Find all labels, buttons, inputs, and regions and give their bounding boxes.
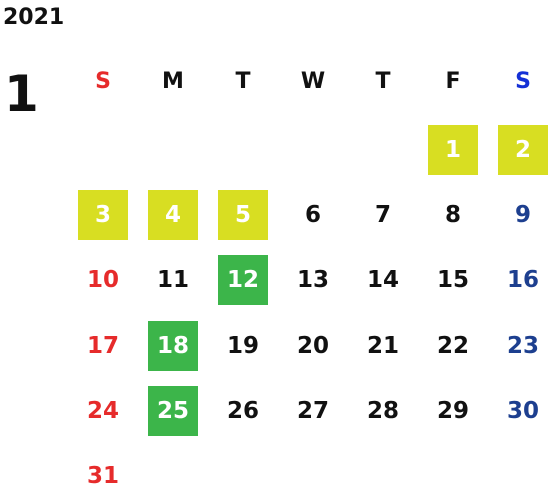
day-number: 17 [86,333,119,359]
day-number: 6 [304,202,321,228]
day-number: 28 [366,398,399,424]
day-cell: 15 [421,253,485,307]
weekday-header: W [300,68,326,94]
weekday-header: F [445,68,461,94]
day-cell: 26 [211,384,275,438]
day-number: 31 [86,463,119,489]
day-number: 5 [218,190,268,240]
month-number: 1 [4,65,39,123]
day-cell: 21 [351,319,415,373]
day-cell: 20 [281,319,345,373]
day-number: 20 [296,333,329,359]
day-number: 18 [148,321,198,371]
day-number: 2 [498,125,548,175]
day-cell: 10 [71,253,135,307]
day-number: 25 [148,386,198,436]
day-number: 30 [506,398,539,424]
day-cell: 25 [141,384,205,438]
day-cell: 8 [421,188,485,242]
day-cell: 29 [421,384,485,438]
day-cell: 31 [71,449,135,503]
day-cell: 24 [71,384,135,438]
day-number: 21 [366,333,399,359]
weekday-header: S [515,68,531,94]
day-number: 15 [436,267,469,293]
day-cell: 1 [421,123,485,177]
day-number: 1 [428,125,478,175]
day-cell: 13 [281,253,345,307]
day-number: 8 [444,202,461,228]
day-number: 14 [366,267,399,293]
day-cell: 3 [71,188,135,242]
day-cell: 4 [141,188,205,242]
day-number: 27 [296,398,329,424]
day-cell: 28 [351,384,415,438]
day-cell: 27 [281,384,345,438]
day-cell: 18 [141,319,205,373]
day-number: 26 [226,398,259,424]
day-number: 3 [78,190,128,240]
day-cell: 7 [351,188,415,242]
day-cell: 6 [281,188,345,242]
weekday-header: T [375,68,391,94]
day-number: 13 [296,267,329,293]
day-cell: 17 [71,319,135,373]
day-number: 11 [156,267,189,293]
calendar-grid: S M T W T F S 1 2 3 4 5 6 7 8 9 10 11 12 13 14 15 16 17 18 19 20 21… [68,0,548,503]
day-number: 29 [436,398,469,424]
day-cell: 11 [141,253,205,307]
day-number: 7 [374,202,391,228]
day-cell: 12 [211,253,275,307]
day-cell: 19 [211,319,275,373]
day-number: 24 [86,398,119,424]
day-number: 16 [506,267,539,293]
day-number: 4 [148,190,198,240]
day-number: 9 [514,202,531,228]
day-cell: 2 [491,123,548,177]
day-number: 22 [436,333,469,359]
day-number: 12 [218,255,268,305]
year-label: 2021 [3,5,65,30]
day-cell: 9 [491,188,548,242]
day-number: 23 [506,333,539,359]
weekday-header: M [162,68,184,94]
day-cell: 14 [351,253,415,307]
weekday-header: S [95,68,111,94]
day-cell: 22 [421,319,485,373]
day-number: 10 [86,267,119,293]
day-cell: 23 [491,319,548,373]
day-cell: 16 [491,253,548,307]
day-number: 19 [226,333,259,359]
day-cell: 5 [211,188,275,242]
weekday-header: T [235,68,251,94]
day-cell: 30 [491,384,548,438]
